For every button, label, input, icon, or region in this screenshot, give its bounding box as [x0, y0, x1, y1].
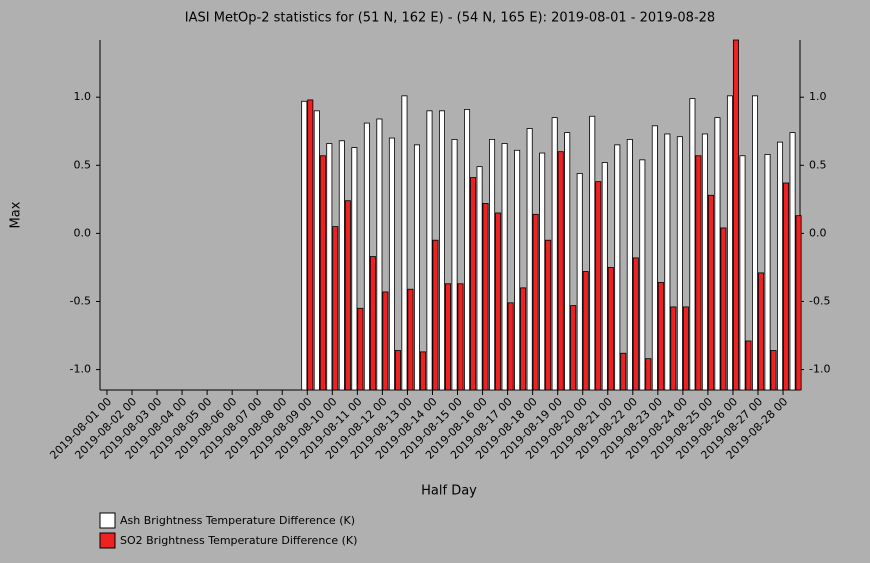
bar	[551, 117, 558, 391]
bar	[689, 98, 696, 391]
bar	[789, 132, 796, 391]
bar	[726, 95, 733, 391]
y-axis-label: Max	[9, 201, 24, 228]
legend-label: SO2 Brightness Temperature Difference (K…	[120, 534, 357, 547]
y-tick-label: -1.0	[70, 363, 91, 376]
bar	[476, 166, 483, 391]
bar	[376, 118, 383, 391]
y-tick-label: -0.5	[70, 294, 91, 307]
legend-swatch	[99, 532, 116, 549]
y2-tick-label: -0.5	[809, 294, 830, 307]
bar	[664, 133, 671, 391]
bar	[795, 215, 802, 391]
bar	[589, 115, 596, 391]
bar	[507, 302, 514, 391]
bar	[313, 110, 320, 391]
legend-label: Ash Brightness Temperature Difference (K…	[120, 514, 355, 527]
bar	[501, 143, 508, 391]
bar	[394, 350, 401, 391]
bar	[457, 283, 464, 391]
y2-tick-label: 0.0	[809, 226, 827, 239]
y2-tick-label: 0.5	[809, 158, 827, 171]
bar	[620, 352, 627, 391]
bar	[545, 239, 552, 391]
bar	[357, 307, 364, 391]
y-tick-label: 0.5	[74, 158, 92, 171]
bar	[326, 143, 333, 391]
bar	[332, 226, 339, 391]
bar	[351, 147, 358, 391]
bar	[657, 282, 664, 391]
bar	[407, 288, 414, 391]
bar	[701, 133, 708, 391]
bar	[732, 39, 739, 391]
x-axis-label: Half Day	[421, 484, 477, 499]
bar	[464, 109, 471, 391]
bar	[564, 132, 571, 391]
bar	[595, 181, 602, 391]
bar	[676, 136, 683, 391]
bar	[601, 162, 608, 391]
bar	[482, 203, 489, 391]
bar	[369, 256, 376, 391]
bar	[539, 152, 546, 391]
bar	[520, 287, 527, 391]
y2-tick-label: 1.0	[809, 90, 827, 103]
bar	[670, 306, 677, 391]
bar	[764, 153, 771, 391]
bar	[645, 358, 652, 391]
bar	[576, 173, 583, 391]
bar	[319, 155, 326, 391]
bar	[444, 283, 451, 391]
bar	[388, 137, 395, 391]
bar	[582, 271, 589, 391]
y2-tick-label: -1.0	[809, 363, 830, 376]
bar	[338, 140, 345, 391]
bar	[570, 305, 577, 391]
bar	[783, 182, 790, 391]
bar	[707, 194, 714, 391]
bar	[438, 110, 445, 391]
bar	[451, 139, 458, 391]
bar	[626, 139, 633, 391]
bar	[489, 139, 496, 391]
y-tick-label: 1.0	[74, 90, 92, 103]
bar	[745, 340, 752, 391]
bar	[495, 212, 502, 391]
legend-swatch	[99, 512, 116, 529]
bar	[426, 110, 433, 391]
bar	[607, 267, 614, 391]
bar	[758, 272, 765, 391]
bar	[752, 95, 759, 391]
bar	[363, 122, 370, 391]
bar	[526, 128, 533, 391]
bar	[557, 151, 564, 391]
bar	[639, 159, 646, 391]
bar	[382, 291, 389, 391]
bar	[777, 141, 784, 391]
bar	[401, 95, 408, 391]
bar	[651, 125, 658, 391]
bar	[344, 200, 351, 391]
bar	[714, 117, 721, 391]
bar	[301, 100, 308, 391]
bar	[514, 149, 521, 391]
bar	[739, 155, 746, 391]
bar	[770, 350, 777, 391]
bar	[419, 351, 426, 391]
y-tick-label: 0.0	[74, 226, 92, 239]
bar	[682, 306, 689, 391]
bar	[432, 239, 439, 391]
bar	[720, 227, 727, 391]
bar	[532, 213, 539, 391]
bar	[413, 144, 420, 391]
bar	[632, 257, 639, 391]
bar	[614, 144, 621, 391]
bar	[695, 155, 702, 391]
bar	[470, 177, 477, 391]
chart-title: IASI MetOp-2 statistics for (51 N, 162 E…	[185, 11, 715, 26]
bar	[307, 99, 314, 391]
